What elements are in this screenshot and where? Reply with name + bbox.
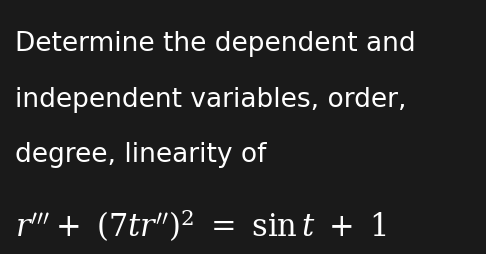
Text: independent variables, order,: independent variables, order, [15,86,406,112]
Text: degree, linearity of: degree, linearity of [15,141,266,167]
Text: $r''' + \ (7tr'')^2 \ = \ \sin t \ + \ 1$: $r''' + \ (7tr'')^2 \ = \ \sin t \ + \ 1… [15,206,387,243]
Text: Determine the dependent and: Determine the dependent and [15,31,416,57]
